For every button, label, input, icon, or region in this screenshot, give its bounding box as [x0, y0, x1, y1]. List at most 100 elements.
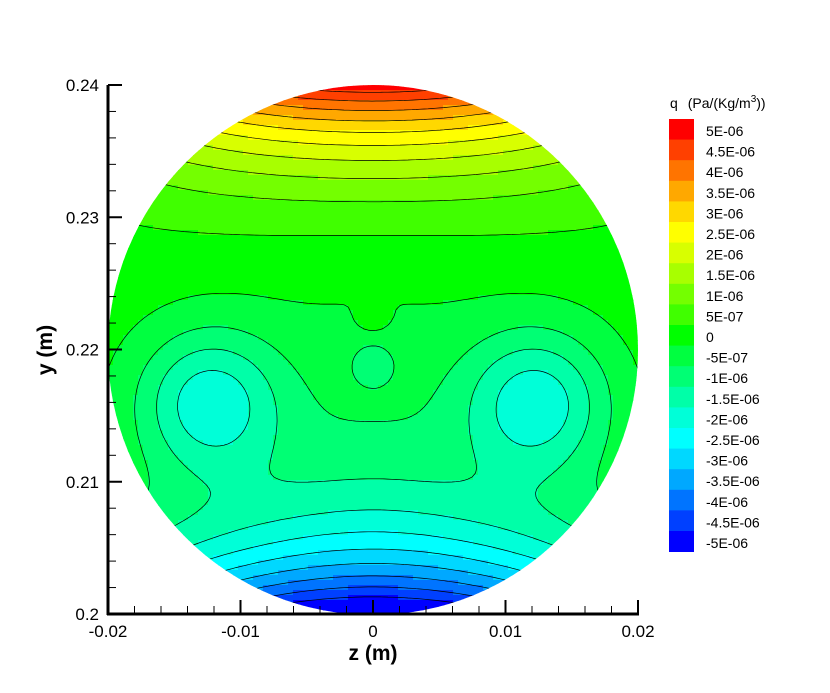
contour-cell	[228, 300, 234, 306]
contour-cell	[328, 145, 334, 151]
contour-cell	[403, 250, 409, 256]
contour-cell	[448, 170, 454, 176]
contour-cell	[558, 275, 564, 281]
contour-cell	[423, 285, 429, 291]
contour-cell	[248, 150, 254, 156]
contour-cell	[533, 325, 539, 331]
contour-cell	[508, 150, 514, 156]
contour-cell	[588, 300, 594, 306]
contour-cell	[493, 330, 499, 336]
contour-cell	[163, 270, 169, 276]
contour-cell	[198, 160, 204, 166]
contour-cell	[418, 255, 424, 261]
contour-cell	[598, 215, 604, 221]
contour-cell	[388, 365, 394, 371]
contour-cell	[248, 360, 254, 366]
contour-cell	[433, 255, 439, 261]
contour-cell	[218, 300, 224, 306]
contour-cell	[433, 130, 439, 136]
contour-cell	[358, 250, 364, 256]
contour-cell	[433, 310, 439, 316]
contour-cell	[258, 105, 264, 111]
contour-cell	[273, 130, 279, 136]
contour-cell	[503, 235, 509, 241]
contour-cell	[323, 260, 329, 266]
contour-cell	[168, 320, 174, 326]
contour-cell	[458, 300, 464, 306]
contour-cell	[318, 130, 324, 136]
contour-cell	[448, 105, 454, 111]
contour-cell	[278, 150, 284, 156]
contour-cell	[218, 170, 224, 176]
contour-cell	[353, 235, 359, 241]
contour-cell	[478, 220, 484, 226]
contour-cell	[398, 105, 404, 111]
contour-cell	[523, 305, 529, 311]
contour-cell	[503, 340, 509, 346]
contour-cell	[238, 215, 244, 221]
contour-cell	[203, 255, 209, 261]
contour-cell	[573, 205, 579, 211]
contour-cell	[553, 165, 559, 171]
contour-cell	[268, 365, 274, 371]
contour-cell	[148, 295, 154, 301]
contour-cell	[463, 285, 469, 291]
contour-cell	[423, 185, 429, 191]
contour-cell	[278, 100, 284, 106]
contour-cell	[598, 315, 604, 321]
contour-cell	[303, 155, 309, 161]
contour-cell	[428, 305, 434, 311]
contour-cell	[458, 310, 464, 316]
contour-cell	[393, 260, 399, 266]
contour-cell	[408, 185, 414, 191]
contour-cell	[538, 220, 544, 226]
contour-cell	[178, 290, 184, 296]
contour-cell	[348, 200, 354, 206]
contour-cell	[438, 255, 444, 261]
contour-cell	[278, 240, 284, 246]
contour-cell	[543, 335, 549, 341]
contour-cell	[388, 85, 394, 91]
contour-cell	[343, 250, 349, 256]
contour-cell	[568, 290, 574, 296]
contour-cell	[528, 330, 534, 336]
contour-cell	[418, 220, 424, 226]
contour-cell	[313, 210, 319, 216]
contour-cell	[323, 335, 329, 341]
contour-cell	[413, 275, 419, 281]
contour-cell	[368, 90, 374, 96]
contour-cell	[433, 220, 439, 226]
contour-cell	[253, 160, 259, 166]
contour-cell	[278, 285, 284, 291]
contour-cell	[198, 270, 204, 276]
contour-cell	[603, 290, 609, 296]
contour-cell	[388, 350, 394, 356]
contour-cell	[388, 225, 394, 231]
contour-cell	[303, 325, 309, 331]
contour-cell	[448, 120, 454, 126]
contour-cell	[133, 285, 139, 291]
contour-cell	[203, 245, 209, 251]
contour-cell	[588, 270, 594, 276]
contour-cell	[158, 265, 164, 271]
contour-cell	[593, 360, 599, 366]
contour-cell	[408, 195, 414, 201]
contour-cell	[493, 180, 499, 186]
contour-cell	[313, 200, 319, 206]
contour-cell	[308, 105, 314, 111]
contour-cell	[608, 360, 614, 366]
contour-cell	[278, 310, 284, 316]
contour-cell	[288, 95, 294, 101]
contour-cell	[353, 150, 359, 156]
contour-cell	[248, 115, 254, 121]
contour-cell	[483, 120, 489, 126]
contour-cell	[413, 95, 419, 101]
contour-cell	[228, 195, 234, 201]
contour-cell	[138, 240, 144, 246]
contour-cell	[413, 110, 419, 116]
contour-cell	[443, 255, 449, 261]
contour-cell	[458, 230, 464, 236]
contour-cell	[163, 255, 169, 261]
contour-cell	[263, 240, 269, 246]
contour-cell	[353, 225, 359, 231]
